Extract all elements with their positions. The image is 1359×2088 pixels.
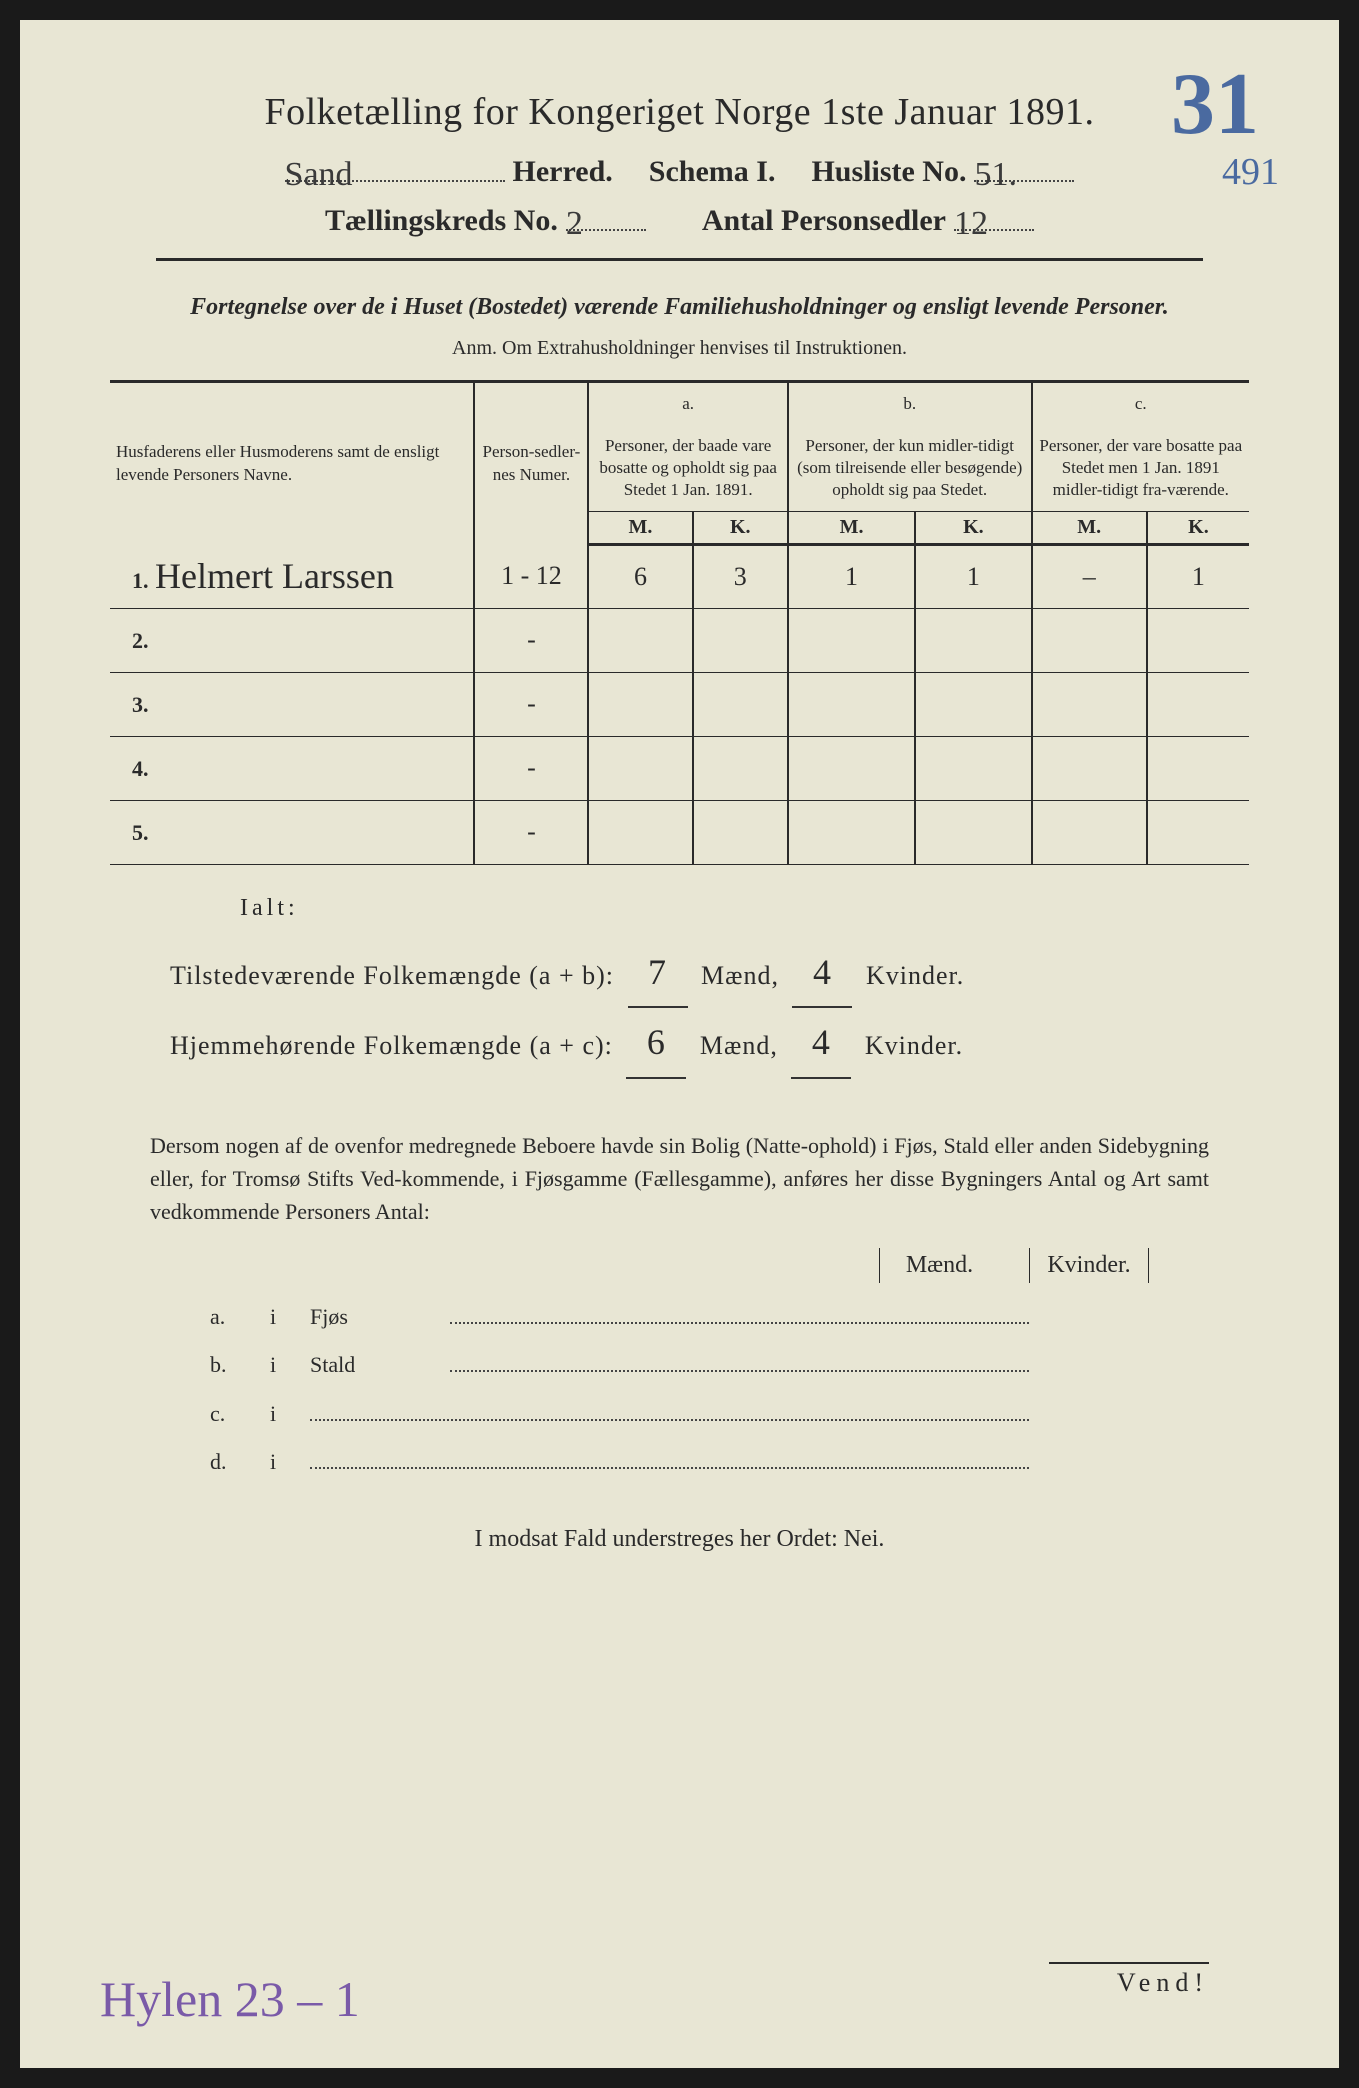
totals-line1-k: 4 — [792, 938, 852, 1008]
row-num: 4. — [118, 756, 149, 781]
row-num-val: 1 - 12 — [474, 544, 588, 608]
row-name: Helmert Larssen — [155, 556, 394, 596]
table-row: 4. - — [110, 736, 1249, 800]
mk-header: K. — [915, 511, 1031, 544]
table-row: 3. - — [110, 672, 1249, 736]
row-num: 3. — [118, 692, 149, 717]
annotation-top: 31 — [1171, 70, 1259, 140]
kreds-value: 2 — [566, 205, 583, 242]
col-a-header: Personer, der baade vare bosatte og opho… — [588, 425, 788, 512]
kvinder-label: Kvinder. — [866, 961, 964, 990]
sedler-value: 12 — [954, 205, 988, 242]
mk-header: M. — [588, 511, 692, 544]
sedler-label: Antal Personsedler — [702, 204, 946, 238]
cell: - — [474, 800, 588, 864]
list-item: b.iStald — [210, 1341, 1249, 1389]
husliste-label: Husliste No. — [811, 155, 966, 189]
cell: – — [1032, 544, 1147, 608]
col-num-header: Person-sedler-nes Numer. — [474, 381, 588, 544]
table-row: 1. Helmert Larssen 1 - 12 6 3 1 1 – 1 — [110, 544, 1249, 608]
row-num: 5. — [118, 820, 149, 845]
maend-label: Mænd, — [701, 961, 779, 990]
divider — [156, 258, 1204, 261]
totals-line2-label: Hjemmehørende Folkemængde (a + c): — [170, 1031, 613, 1060]
anm-note: Anm. Om Extrahusholdninger henvises til … — [110, 337, 1249, 360]
totals-line1-m: 7 — [628, 938, 688, 1008]
meta-line-2: Tællingskreds No. 2 Antal Personsedler 1… — [110, 201, 1249, 238]
col-b-top: b. — [788, 381, 1032, 425]
row-num: 2. — [118, 628, 149, 653]
mk-header-block: Mænd. Kvinder. — [110, 1248, 1149, 1283]
cell: 1 — [788, 544, 915, 608]
husliste-value: 51. — [974, 156, 1017, 193]
table-row: 2. - — [110, 608, 1249, 672]
cell: - — [474, 672, 588, 736]
col-c-top: c. — [1032, 381, 1249, 425]
maend-col: Mænd. — [879, 1248, 999, 1283]
cell: - — [474, 736, 588, 800]
paragraph: Dersom nogen af de ovenfor medregnede Be… — [150, 1129, 1209, 1228]
row-num: 1. — [118, 568, 149, 593]
list-item: d.i — [210, 1438, 1249, 1486]
annotation-side: 491 — [1222, 150, 1279, 194]
herred-value: Sand — [285, 156, 353, 193]
list-item: a.iFjøs — [210, 1293, 1249, 1341]
mk-header: M. — [788, 511, 915, 544]
kreds-label: Tællingskreds No. — [325, 204, 558, 238]
totals-block: Tilstedeværende Folkemængde (a + b): 7 M… — [170, 938, 1249, 1079]
mk-header: K. — [1147, 511, 1249, 544]
cell: 6 — [588, 544, 692, 608]
totals-line2-m: 6 — [626, 1008, 686, 1078]
col-name-header: Husfaderens eller Husmoderens samt de en… — [110, 381, 474, 544]
cell: 1 — [1147, 544, 1249, 608]
col-c-header: Personer, der vare bosatte paa Stedet me… — [1032, 425, 1249, 512]
household-table: Husfaderens eller Husmoderens samt de en… — [110, 380, 1249, 865]
herred-label: Herred. — [513, 155, 613, 189]
cell: 1 — [915, 544, 1031, 608]
subtitle: Fortegnelse over de i Huset (Bostedet) v… — [170, 291, 1189, 325]
abcd-list: a.iFjøs b.iStald c.i d.i — [210, 1293, 1249, 1487]
list-item: c.i — [210, 1390, 1249, 1438]
ialt-label: Ialt: — [240, 895, 1249, 922]
census-form-page: 31 491 Folketælling for Kongeriget Norge… — [20, 20, 1339, 2068]
page-title: Folketælling for Kongeriget Norge 1ste J… — [110, 90, 1249, 134]
col-a-top: a. — [588, 381, 788, 425]
schema-label: Schema I. — [649, 155, 776, 189]
kvinder-col: Kvinder. — [1029, 1248, 1149, 1283]
totals-line2-k: 4 — [791, 1008, 851, 1078]
nei-line: I modsat Fald understreges her Ordet: Ne… — [110, 1526, 1249, 1553]
bottom-handwriting: Hylen 23 – 1 — [100, 1970, 360, 2028]
mk-header: M. — [1032, 511, 1147, 544]
cell: - — [474, 608, 588, 672]
col-b-header: Personer, der kun midler-tidigt (som til… — [788, 425, 1032, 512]
mk-header: K. — [693, 511, 788, 544]
vend-label: Vend! — [1049, 1962, 1209, 1998]
totals-line1-label: Tilstedeværende Folkemængde (a + b): — [170, 961, 614, 990]
meta-line-1: Sand Herred. Schema I. Husliste No. 51. — [110, 152, 1249, 189]
table-row: 5. - — [110, 800, 1249, 864]
maend-label: Mænd, — [700, 1031, 778, 1060]
cell: 3 — [693, 544, 788, 608]
kvinder-label: Kvinder. — [865, 1031, 963, 1060]
